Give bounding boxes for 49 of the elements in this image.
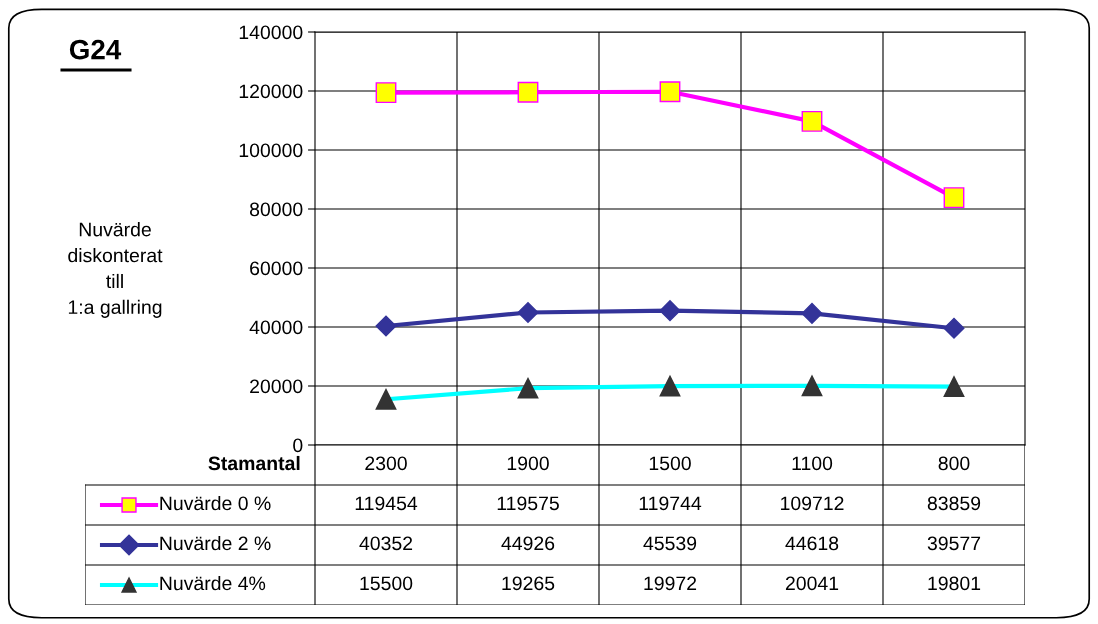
point bbox=[375, 315, 397, 337]
x-tick-label: 1500 bbox=[649, 456, 691, 471]
point bbox=[517, 301, 539, 323]
point bbox=[943, 187, 965, 209]
y-tick-label: 140000 bbox=[239, 25, 303, 40]
data-label: 45539 bbox=[643, 536, 697, 551]
point bbox=[375, 388, 397, 410]
y-tick-label: 60000 bbox=[250, 261, 303, 276]
legend-label: Nuvärde 4% bbox=[160, 575, 266, 591]
y-tick-label: 100000 bbox=[239, 143, 303, 158]
y-tick-label: 120000 bbox=[239, 84, 303, 99]
y-tick-label: 40000 bbox=[249, 320, 303, 335]
data-label: 19265 bbox=[502, 576, 555, 591]
x-tick-label: 2300 bbox=[365, 456, 407, 471]
point bbox=[943, 376, 965, 398]
point bbox=[943, 317, 965, 339]
data-label: 19801 bbox=[928, 576, 981, 591]
y-tick-label: 20000 bbox=[250, 379, 303, 394]
x-tick-label: 1900 bbox=[507, 456, 549, 471]
point bbox=[375, 82, 397, 104]
point bbox=[659, 81, 681, 103]
point bbox=[517, 377, 539, 399]
point bbox=[659, 300, 681, 322]
data-label: 20041 bbox=[785, 576, 839, 591]
chart-title: G24 bbox=[69, 39, 122, 60]
x-tick-label: 800 bbox=[938, 456, 970, 471]
point bbox=[659, 375, 681, 397]
legend-label: Nuvärde 2 % bbox=[160, 535, 271, 551]
x-tick-label: 1100 bbox=[792, 456, 833, 471]
data-label: 44926 bbox=[501, 536, 555, 551]
data-label: 109712 bbox=[781, 496, 844, 511]
point bbox=[517, 81, 539, 103]
data-label: 83859 bbox=[927, 496, 981, 511]
data-label: 19972 bbox=[644, 576, 697, 591]
data-label: 15500 bbox=[360, 576, 413, 591]
data-label: 119454 bbox=[355, 496, 418, 511]
point bbox=[801, 302, 823, 324]
data-label: 40352 bbox=[359, 536, 413, 551]
y-tick-label: 0 bbox=[293, 438, 303, 453]
data-label: 39577 bbox=[927, 536, 981, 551]
y-tick-label: 80000 bbox=[249, 202, 303, 217]
data-label: 119744 bbox=[639, 496, 702, 511]
point bbox=[801, 110, 823, 132]
x-axis-title: Stamantal bbox=[208, 455, 300, 471]
data-label: 119575 bbox=[497, 496, 559, 511]
data-label: 44618 bbox=[785, 536, 839, 551]
y-axis-title: Nuvärde diskonterat till 1:a gallring bbox=[68, 222, 163, 318]
legend-label: Nuvärde 0 % bbox=[160, 495, 271, 511]
point bbox=[801, 375, 823, 397]
